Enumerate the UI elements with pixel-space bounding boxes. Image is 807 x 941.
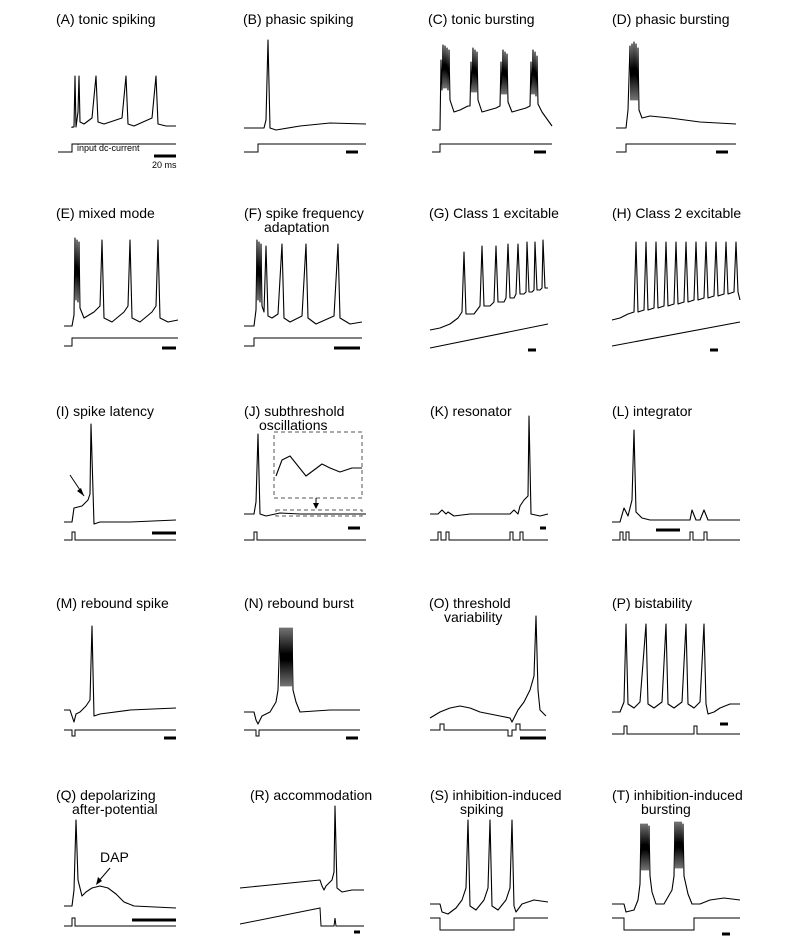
- panel-M: (M) rebound spike: [56, 595, 177, 740]
- panel-T-title-line2: bursting: [641, 801, 691, 817]
- panel-L: (L) integrator: [612, 403, 740, 541]
- panel-I-input-current: [64, 531, 176, 541]
- panel-I-arrowhead: [77, 488, 84, 496]
- panel-S: (S) inhibition-induced spiking: [430, 787, 562, 931]
- panel-C: (C) tonic bursting: [428, 11, 553, 154]
- panel-J-voltage-trace: [244, 433, 366, 517]
- panel-F-voltage-trace: [244, 239, 363, 327]
- panel-N-title: (N) rebound burst: [244, 595, 354, 611]
- panel-Q-voltage-trace: [64, 819, 177, 909]
- panel-H-title: (H) Class 2 excitable: [612, 205, 741, 221]
- panel-Q-title-line1: (Q) depolarizing: [56, 787, 156, 803]
- panel-N-voltage-trace: [244, 627, 360, 725]
- panel-J-zoom-region: [275, 509, 363, 517]
- panel-M-title: (M) rebound spike: [56, 595, 169, 611]
- panel-G-input-current: [429, 323, 549, 349]
- panel-I: (I) spike latency: [56, 403, 177, 541]
- panel-K-title: (K) resonator: [430, 403, 512, 419]
- panel-M-voltage-trace: [64, 625, 177, 723]
- panel-M-input-current: [64, 729, 176, 737]
- panel-P-input-current: [612, 725, 740, 735]
- panel-J-inset-oscillation: [275, 455, 362, 477]
- panel-D-voltage-trace: [616, 41, 737, 129]
- panel-P: (P) bistability: [612, 595, 740, 735]
- panel-T-title-line1: (T) inhibition-induced: [612, 787, 743, 803]
- panel-D-input-current: [616, 143, 736, 153]
- panel-O-input-current: [430, 723, 546, 737]
- panel-H: (H) Class 2 excitable: [611, 205, 741, 352]
- panel-C-input-current: [432, 143, 552, 153]
- panel-B-title: (B) phasic spiking: [243, 11, 354, 27]
- panel-C-voltage-trace: [432, 44, 553, 131]
- panel-H-voltage-trace: [611, 241, 741, 321]
- panel-P-voltage-trace: [612, 623, 740, 715]
- panel-F: (F) spike frequency adaptation: [244, 205, 364, 350]
- panel-G-title: (G) Class 1 excitable: [429, 205, 559, 221]
- panel-L-input-current: [612, 531, 740, 541]
- panel-B: (B) phasic spiking: [243, 11, 367, 154]
- panel-A-voltage-trace: [71, 75, 176, 128]
- panel-P-title: (P) bistability: [612, 595, 692, 611]
- panel-L-voltage-trace: [612, 429, 740, 523]
- panel-D: (D) phasic bursting: [612, 11, 737, 154]
- panel-F-title-line1: (F) spike frequency: [244, 205, 364, 221]
- panel-S-input-current: [430, 917, 548, 931]
- panel-J-inset-box: [273, 431, 363, 499]
- panel-N-input-current: [244, 729, 360, 737]
- panel-H-input-current: [611, 321, 741, 347]
- panel-R: (R) accommodation: [239, 787, 372, 934]
- panel-S-voltage-trace: [430, 819, 549, 915]
- panel-O-title-line2: variability: [444, 609, 502, 625]
- panel-J-title-line1: (J) subthreshold: [244, 403, 344, 419]
- panel-O-title-line1: (O) threshold: [429, 595, 511, 611]
- panel-A-input-current: [58, 143, 176, 153]
- panel-K-voltage-trace: [430, 415, 549, 517]
- panel-Q-title-line2: after-potential: [72, 801, 158, 817]
- panel-A: (A) tonic spiking input dc-current 20 ms: [56, 11, 177, 170]
- panel-R-voltage-trace: [239, 805, 364, 893]
- panel-A-input-label: input dc-current: [77, 143, 140, 153]
- panel-O: (O) threshold variability: [429, 595, 547, 740]
- panel-Q-input-current: [64, 917, 176, 927]
- panel-N: (N) rebound burst: [244, 595, 360, 740]
- panel-F-input-current: [244, 337, 362, 347]
- panel-Q: (Q) depolarizing after-potential DAP: [56, 787, 177, 927]
- panel-T-voltage-trace: [612, 821, 741, 913]
- panel-D-title: (D) phasic bursting: [612, 11, 730, 27]
- panel-I-title: (I) spike latency: [56, 403, 154, 419]
- panel-E-voltage-trace: [64, 237, 179, 327]
- panel-J-zoom-arrowhead: [313, 503, 319, 509]
- panel-Q-dap-label: DAP: [100, 849, 129, 865]
- panel-T-input-current: [612, 917, 740, 931]
- panel-E-input-current: [64, 337, 178, 347]
- panel-L-title: (L) integrator: [612, 403, 692, 419]
- panel-J-input-current: [244, 531, 366, 541]
- panel-O-voltage-trace: [429, 615, 547, 723]
- panel-K: (K) resonator: [430, 403, 549, 541]
- panel-A-title: (A) tonic spiking: [56, 11, 156, 27]
- panel-A-scale-label: 20 ms: [152, 160, 177, 170]
- panel-C-title: (C) tonic bursting: [428, 11, 535, 27]
- panel-F-title-line2: adaptation: [264, 219, 329, 235]
- panel-S-title-line1: (S) inhibition-induced: [430, 787, 562, 803]
- panel-R-input-current: [239, 907, 364, 927]
- panel-E-title: (E) mixed mode: [56, 205, 155, 221]
- panel-G-voltage-trace: [429, 239, 548, 331]
- panel-Q-dap-arrowhead: [96, 877, 102, 885]
- panel-K-input-current: [430, 531, 548, 541]
- panel-S-title-line2: spiking: [460, 801, 504, 817]
- panel-T: (T) inhibition-induced bursting: [612, 787, 743, 936]
- panel-I-voltage-trace: [64, 423, 177, 525]
- panel-J-title-line2: oscillations: [259, 417, 327, 433]
- panel-G: (G) Class 1 excitable: [429, 205, 559, 352]
- panel-B-input-current: [244, 143, 366, 153]
- panel-R-title: (R) accommodation: [250, 787, 372, 803]
- panel-B-voltage-trace: [244, 39, 367, 131]
- panel-E: (E) mixed mode: [56, 205, 179, 350]
- panel-J: (J) subthreshold oscillations: [244, 403, 366, 541]
